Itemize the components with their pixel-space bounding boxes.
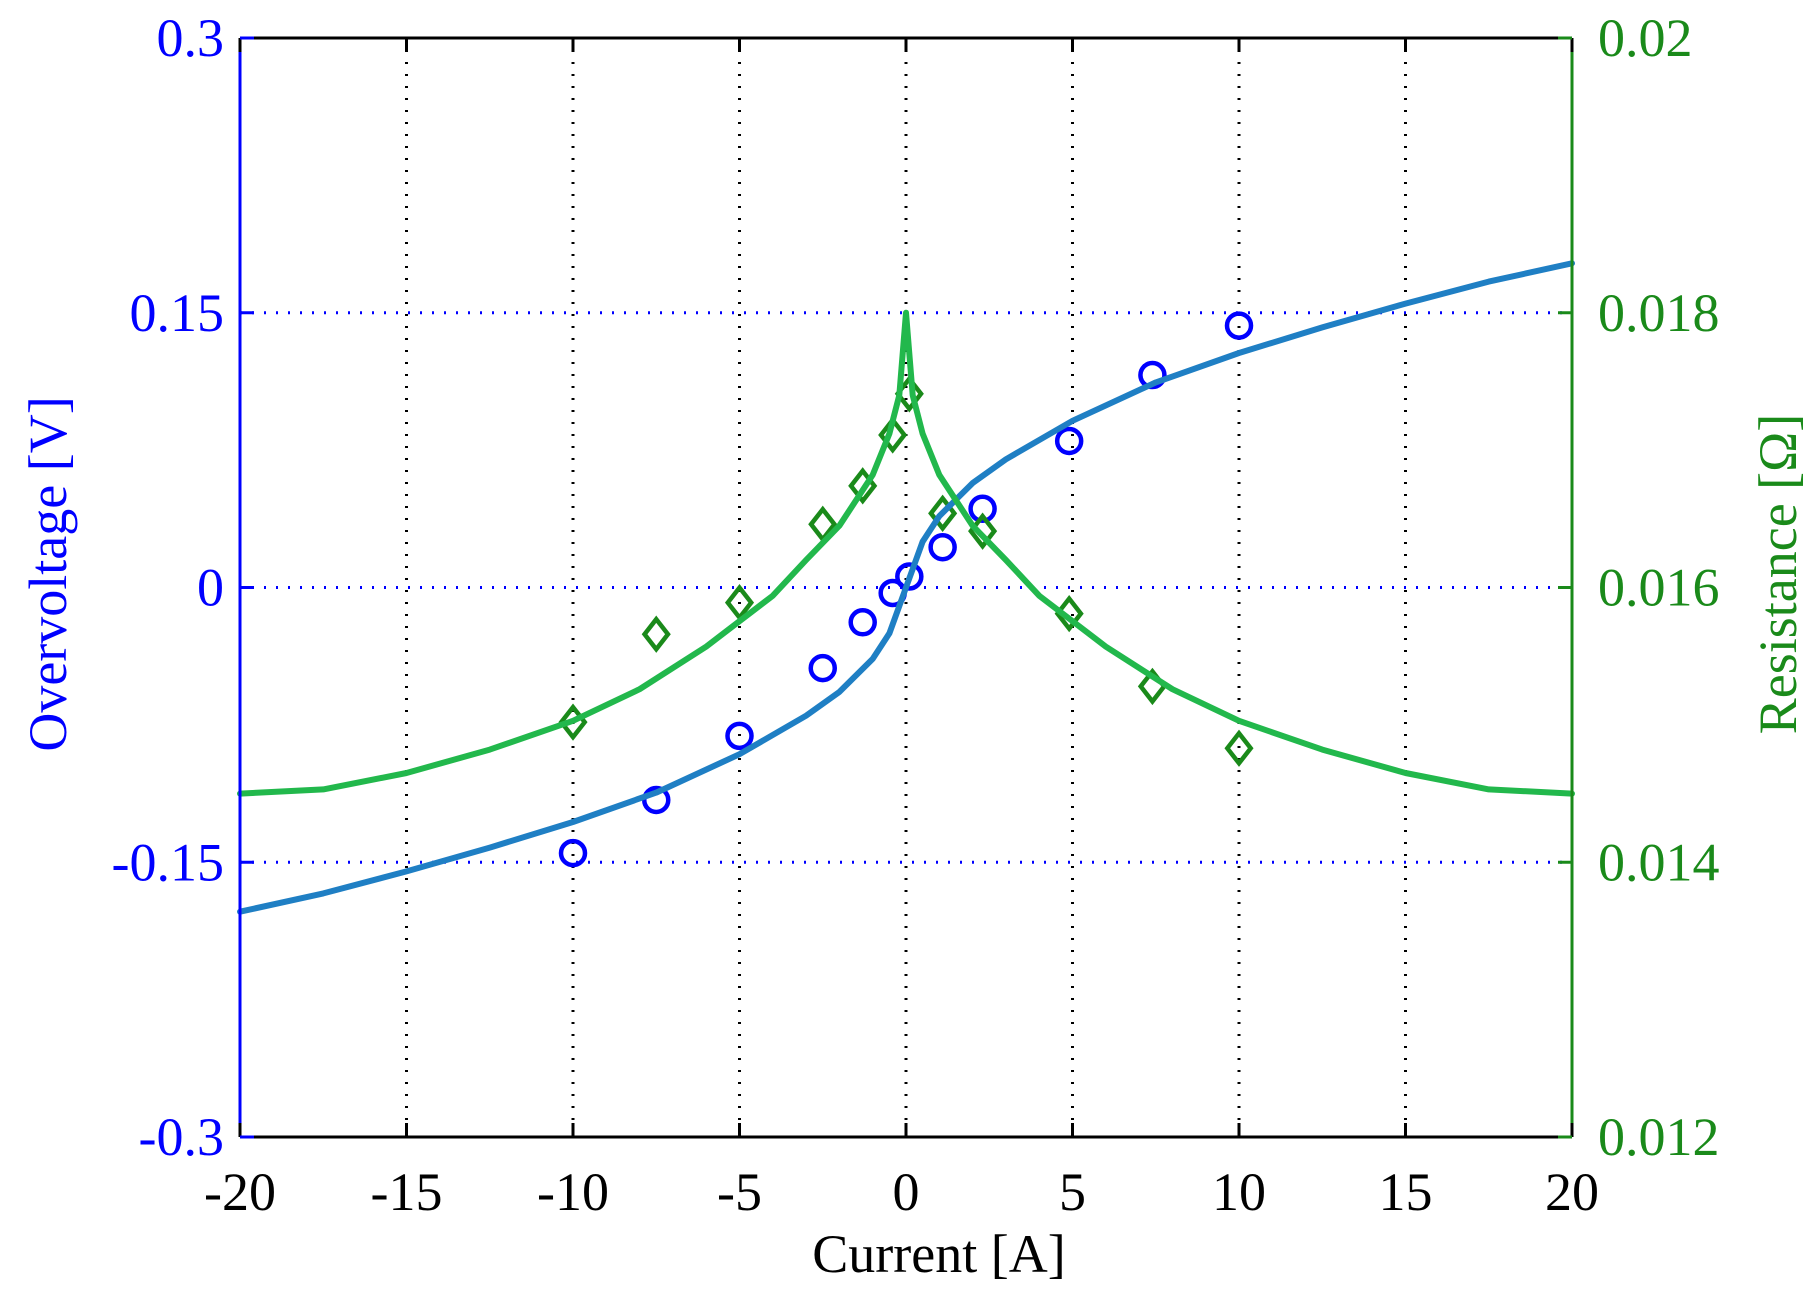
overvoltage-fit-line <box>237 260 1575 915</box>
resistance-point <box>1054 594 1084 633</box>
x-tick-label: 5 <box>1059 1162 1086 1222</box>
y-left-tick-label: -0.3 <box>139 1107 224 1167</box>
y-left-tick-label: 0 <box>197 558 224 618</box>
overvoltage-point <box>558 838 588 868</box>
y-left-tick-label: 0.15 <box>130 283 225 343</box>
overvoltage-point <box>1054 426 1084 456</box>
y-right-tick-label: 0.016 <box>1598 558 1720 618</box>
x-tick-label: -5 <box>717 1162 762 1222</box>
overvoltage-point <box>968 494 997 523</box>
resistance-point <box>1224 729 1254 767</box>
x-tick-label: -15 <box>371 1162 443 1222</box>
y-right-tick-label: 0.012 <box>1598 1107 1720 1167</box>
y-right-axis-title: Resistance [Ω] <box>1748 414 1807 735</box>
overvoltage-point <box>848 608 877 637</box>
x-tick-label: 0 <box>893 1162 920 1222</box>
y-left-tick-label: -0.15 <box>112 832 224 892</box>
overvoltage-point <box>808 653 837 683</box>
overvoltage-point <box>725 721 754 751</box>
x-tick-label: -10 <box>537 1162 609 1222</box>
resistance-fit-line <box>237 309 1575 797</box>
resistance-point <box>641 615 671 653</box>
x-tick-label: -20 <box>204 1162 276 1222</box>
x-tick-label: 20 <box>1545 1162 1599 1222</box>
y-left-axis-title: Overvoltage [V] <box>18 396 78 751</box>
overvoltage-point <box>928 532 957 562</box>
y-right-tick-label: 0.02 <box>1598 8 1693 68</box>
overvoltage-point <box>895 562 924 591</box>
y-left-tick-label: 0.3 <box>157 8 225 68</box>
x-tick-label: 15 <box>1379 1162 1433 1222</box>
x-axis-title: Current [A] <box>812 1224 1065 1284</box>
overvoltage-point <box>1224 311 1254 340</box>
y-right-tick-label: 0.018 <box>1598 283 1720 343</box>
ticks-layer: -20 -15 -10 -5 0 5 10 15 20 0.3 0.15 0 -0.15 -0.3 0.02… <box>112 8 1720 1222</box>
series-layer <box>237 260 1575 915</box>
y-right-tick-label: 0.014 <box>1598 832 1720 892</box>
resistance-point <box>878 416 908 454</box>
x-tick-label: 10 <box>1212 1162 1266 1222</box>
